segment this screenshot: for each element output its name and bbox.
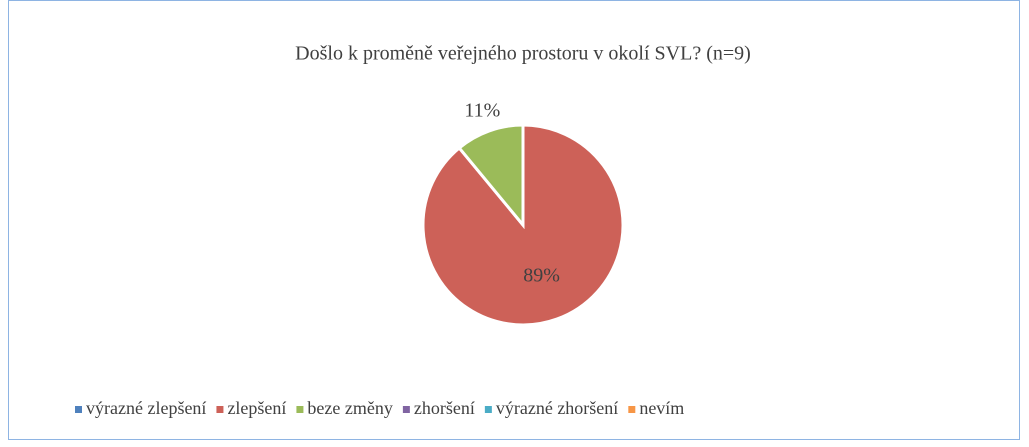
legend-label: beze změny <box>307 398 392 418</box>
legend-label: zlepšení <box>227 398 286 418</box>
legend-swatch <box>628 406 636 413</box>
legend-label: zhoršení <box>414 398 475 418</box>
legend-swatch <box>216 406 224 413</box>
chart-title: Došlo k proměně veřejného prostoru v oko… <box>295 43 751 65</box>
legend-label: výrazné zhoršení <box>496 398 618 418</box>
pie-slice <box>457 123 525 230</box>
data-label: 11% <box>464 100 500 122</box>
legend-label: nevím <box>639 398 684 418</box>
legend-swatch <box>75 406 82 413</box>
legend-swatch <box>484 406 492 413</box>
legend-swatch <box>296 406 304 413</box>
data-label: 89% <box>523 264 560 286</box>
legend: výrazné zlepšení zlepšení beze změny zhorše… <box>75 398 684 418</box>
legend-label: výrazné zlepšení <box>86 398 206 418</box>
pie: 89% 11% <box>421 100 625 327</box>
legend-swatch <box>402 406 410 413</box>
